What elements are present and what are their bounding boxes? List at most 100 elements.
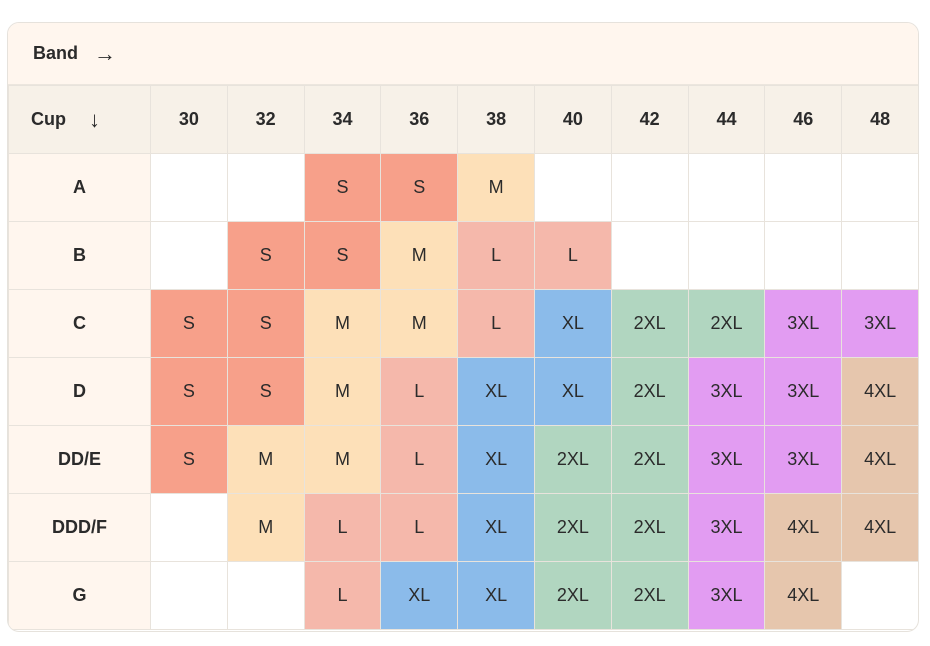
size-cell: 2XL bbox=[610, 425, 689, 494]
size-cell: 2XL bbox=[533, 425, 612, 494]
size-cell bbox=[610, 153, 689, 222]
size-cell bbox=[764, 221, 843, 290]
size-cell: 3XL bbox=[687, 493, 766, 562]
size-cell: 4XL bbox=[764, 493, 843, 562]
size-cell: 3XL bbox=[764, 289, 843, 358]
cup-size-label: G bbox=[8, 561, 151, 630]
size-cell bbox=[150, 493, 228, 562]
cup-label: Cup bbox=[31, 108, 66, 129]
size-cell: XL bbox=[457, 425, 535, 494]
size-cell: L bbox=[380, 357, 459, 426]
size-cell: S bbox=[150, 289, 228, 358]
cup-size-label: A bbox=[8, 153, 151, 222]
size-cell: 3XL bbox=[687, 561, 766, 630]
size-cell: S bbox=[226, 289, 305, 358]
size-cell: 4XL bbox=[764, 561, 843, 630]
band-size-header: 34 bbox=[303, 85, 382, 154]
band-header-row: Cup ↓ 30 32 34 36 38 40 42 44 46 48 bbox=[8, 85, 918, 154]
band-size-header: 48 bbox=[841, 85, 918, 154]
size-cell bbox=[150, 221, 228, 290]
size-cell: M bbox=[457, 153, 535, 222]
size-cell: 4XL bbox=[841, 357, 918, 426]
size-cell: 2XL bbox=[610, 561, 689, 630]
size-cell bbox=[150, 153, 228, 222]
table-row: DDD/F M L L XL 2XL 2XL 3XL 4XL 4XL bbox=[8, 493, 918, 562]
size-cell bbox=[687, 153, 766, 222]
size-cell bbox=[841, 221, 918, 290]
size-cell: 2XL bbox=[687, 289, 766, 358]
cup-size-label: B bbox=[8, 221, 151, 290]
size-cell: XL bbox=[380, 561, 459, 630]
size-cell: XL bbox=[533, 289, 612, 358]
size-cell: L bbox=[380, 425, 459, 494]
size-cell: M bbox=[303, 425, 382, 494]
size-cell: 4XL bbox=[841, 493, 918, 562]
size-cell: 2XL bbox=[533, 493, 612, 562]
size-cell: 3XL bbox=[764, 425, 843, 494]
size-cell bbox=[687, 221, 766, 290]
size-cell bbox=[150, 561, 228, 630]
size-cell: 3XL bbox=[764, 357, 843, 426]
cup-size-label: DDD/F bbox=[8, 493, 151, 562]
size-cell: L bbox=[380, 493, 459, 562]
size-cell: L bbox=[303, 561, 382, 630]
size-cell: M bbox=[303, 289, 382, 358]
size-cell bbox=[841, 561, 918, 630]
cup-size-label: C bbox=[8, 289, 151, 358]
size-cell: 3XL bbox=[687, 425, 766, 494]
size-cell: 2XL bbox=[533, 561, 612, 630]
size-cell: S bbox=[303, 221, 382, 290]
size-cell: 3XL bbox=[841, 289, 918, 358]
band-size-header: 46 bbox=[764, 85, 843, 154]
cup-size-label: D bbox=[8, 357, 151, 426]
size-cell: XL bbox=[457, 357, 535, 426]
band-size-header: 44 bbox=[687, 85, 766, 154]
band-header: Band → bbox=[8, 23, 918, 85]
size-cell: L bbox=[303, 493, 382, 562]
arrow-down-icon: ↓ bbox=[89, 106, 101, 132]
size-table-body: A S S M B S S M L L C S S M M L XL 2XL 2XL 3XL 3XL D S S M L XL XL 2… bbox=[8, 153, 918, 630]
band-label: Band bbox=[33, 43, 78, 63]
band-size-header: 32 bbox=[226, 85, 305, 154]
size-cell: M bbox=[226, 493, 305, 562]
table-row: C S S M M L XL 2XL 2XL 3XL 3XL bbox=[8, 289, 918, 358]
size-cell: S bbox=[226, 357, 305, 426]
size-cell: S bbox=[303, 153, 382, 222]
size-cell: XL bbox=[533, 357, 612, 426]
cup-size-label: DD/E bbox=[8, 425, 151, 494]
size-cell: M bbox=[380, 221, 459, 290]
size-cell: M bbox=[303, 357, 382, 426]
band-size-header: 40 bbox=[533, 85, 612, 154]
band-size-header: 36 bbox=[380, 85, 459, 154]
band-size-header: 30 bbox=[150, 85, 228, 154]
size-cell: 2XL bbox=[610, 289, 689, 358]
size-cell: S bbox=[380, 153, 459, 222]
size-cell: S bbox=[226, 221, 305, 290]
size-cell bbox=[533, 153, 612, 222]
size-cell bbox=[841, 153, 918, 222]
table-row: D S S M L XL XL 2XL 3XL 3XL 4XL bbox=[8, 357, 918, 426]
table-row: DD/E S M M L XL 2XL 2XL 3XL 3XL 4XL bbox=[8, 425, 918, 494]
arrow-right-icon: → bbox=[94, 40, 116, 66]
size-cell bbox=[764, 153, 843, 222]
band-size-header: 38 bbox=[457, 85, 535, 154]
size-cell: S bbox=[150, 425, 228, 494]
size-cell: XL bbox=[457, 561, 535, 630]
band-size-header: 42 bbox=[610, 85, 689, 154]
size-cell: M bbox=[380, 289, 459, 358]
table-row: G L XL XL 2XL 2XL 3XL 4XL bbox=[8, 561, 918, 630]
size-cell: L bbox=[457, 289, 535, 358]
size-cell: 3XL bbox=[687, 357, 766, 426]
size-cell: S bbox=[150, 357, 228, 426]
size-cell: L bbox=[533, 221, 612, 290]
size-cell bbox=[226, 153, 305, 222]
size-cell bbox=[226, 561, 305, 630]
size-cell: 2XL bbox=[610, 357, 689, 426]
size-cell bbox=[610, 221, 689, 290]
size-cell: L bbox=[457, 221, 535, 290]
size-cell: XL bbox=[457, 493, 535, 562]
